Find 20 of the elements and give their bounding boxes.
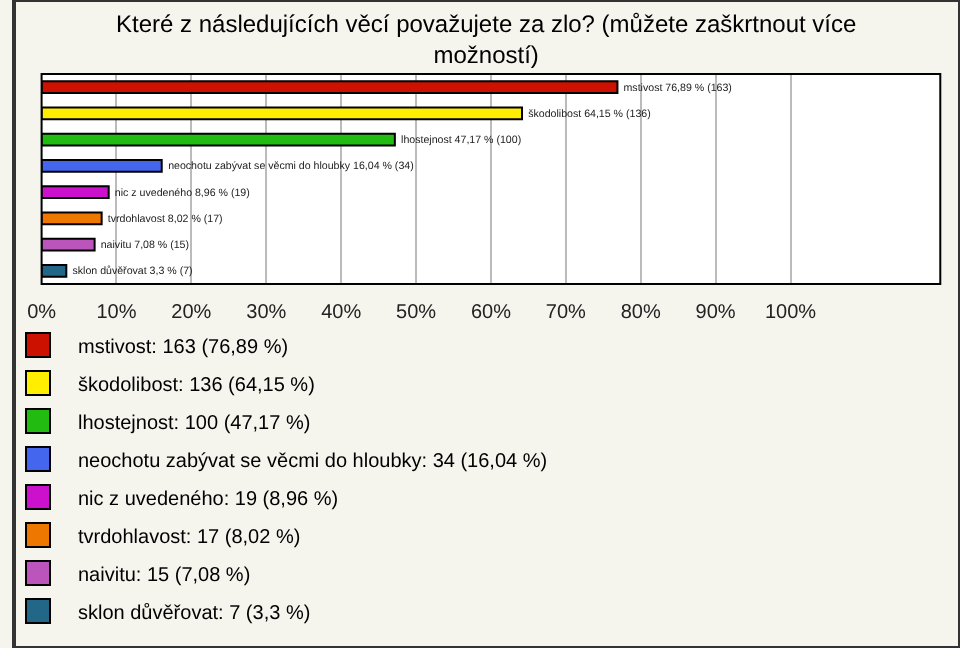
x-tick-label: 20% (171, 302, 212, 324)
legend-label: sklon důvěřovat: 7 (3,3 %) (78, 600, 311, 625)
x-tick-label: 90% (695, 302, 736, 324)
legend-label: lhostejnost: 100 (47,17 %) (78, 412, 311, 435)
legend-label: nic z uvedeného: 19 (8,96 %) (78, 488, 339, 511)
legend-label: mstivost: 163 (76,89 %) (78, 336, 289, 359)
x-tick-label: 60% (470, 302, 512, 324)
legend-label: škodolibost: 136 (64,15 %) (78, 374, 315, 397)
legend-label: neochotu zabývat se věcmi do hloubky: 34 (16,04 %) (78, 450, 548, 473)
x-tick-label: 40% (321, 302, 362, 324)
x-tick-label: 50% (396, 302, 437, 324)
x-tick-label: 70% (545, 302, 587, 324)
legend-label: tvrdohlavost: 17 (8,02 %) (78, 526, 301, 549)
legend-label: naivitu: 15 (7,08 %) (78, 564, 251, 587)
x-tick-label: 100% (764, 302, 817, 324)
x-tick-label: 0% (27, 302, 57, 324)
chart-title: Které z následujících věcí považujete za zlo? (můžete zaškrtnout více možností) (116, 10, 858, 70)
x-tick-label: 10% (96, 302, 137, 324)
x-tick-label: 30% (246, 302, 287, 324)
x-tick-label: 80% (620, 302, 661, 324)
